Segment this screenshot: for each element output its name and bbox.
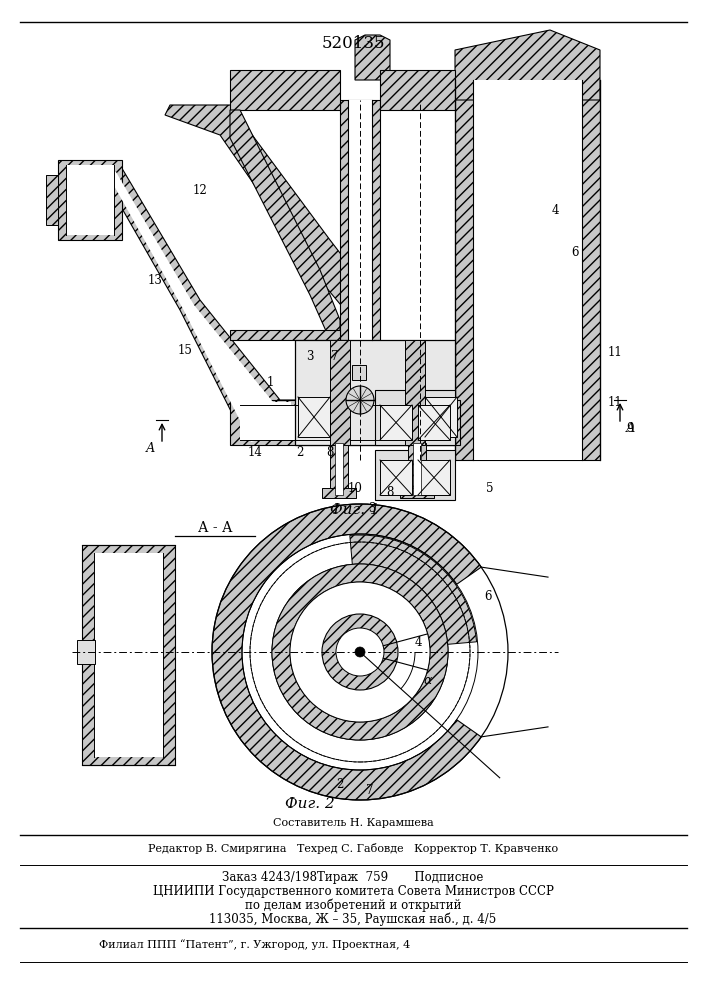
Bar [380,405,412,440]
Text: 3: 3 [368,502,375,516]
Text: 7: 7 [366,784,374,796]
Circle shape [336,628,384,676]
Text: А: А [625,422,635,435]
Bar [77,640,95,664]
Polygon shape [340,100,380,340]
Bar [322,488,356,498]
Text: 8: 8 [386,486,394,498]
Polygon shape [85,165,295,445]
Text: 10: 10 [348,482,363,494]
Circle shape [290,582,430,722]
Text: по делам изобретений и открытий: по делам изобретений и открытий [245,898,461,912]
Wedge shape [350,535,477,652]
Text: 11: 11 [607,395,622,408]
Polygon shape [455,80,600,460]
Text: Редактор В. Смирягина   Техред С. Габовде   Корректор Т. Кравченко: Редактор В. Смирягина Техред С. Габовде … [148,842,558,854]
Bar [380,460,412,495]
Polygon shape [355,35,390,80]
Text: 6: 6 [571,245,579,258]
Bar [418,405,450,440]
Text: А - А: А - А [198,521,233,535]
Text: Фиг. 2: Фиг. 2 [285,797,335,811]
Text: Филиал ППП “Патент”, г. Ужгород, ул. Проектная, 4: Филиал ППП “Патент”, г. Ужгород, ул. Про… [100,940,411,950]
Text: 1: 1 [267,375,274,388]
Text: 9: 9 [626,422,633,434]
Polygon shape [230,400,460,445]
Text: 4: 4 [551,204,559,217]
Text: 2: 2 [296,446,304,458]
Circle shape [322,614,398,690]
Text: 113035, Москва, Ж – 35, Раушская наб., д. 4/5: 113035, Москва, Ж – 35, Раушская наб., д… [209,912,496,926]
Bar [240,405,450,440]
Text: ЦНИИПИ Государственного комитета Совета Министров СССР: ЦНИИПИ Государственного комитета Совета … [153,884,554,898]
Polygon shape [455,30,600,100]
Text: 8: 8 [327,446,334,458]
Text: 6: 6 [484,590,492,603]
Bar [375,450,455,500]
Wedge shape [212,504,481,800]
Bar [66,165,114,235]
Text: α: α [424,674,432,686]
Bar [400,488,434,498]
Polygon shape [46,175,58,225]
Bar [94,553,163,757]
Text: 3: 3 [306,351,314,363]
Polygon shape [58,160,122,240]
Bar [348,100,372,340]
Polygon shape [82,545,175,765]
Bar [352,365,366,380]
Bar [425,397,457,437]
Text: 4: 4 [414,636,422,648]
Text: 520135: 520135 [321,34,385,51]
Polygon shape [93,172,291,442]
Bar [418,460,450,495]
Circle shape [346,386,374,414]
Text: 5: 5 [486,482,493,494]
Bar [473,80,582,460]
Text: 11: 11 [607,346,622,359]
Text: 7: 7 [332,351,339,363]
Bar [405,340,425,445]
Text: 14: 14 [247,446,262,458]
Text: 15: 15 [177,344,192,357]
Circle shape [243,535,477,769]
Bar [330,340,350,445]
Bar [298,397,330,437]
Text: А: А [145,442,155,455]
Text: Заказ 4243/198Тираж  759       Подписное: Заказ 4243/198Тираж 759 Подписное [222,870,484,884]
Bar [375,390,455,445]
Circle shape [272,564,448,740]
Polygon shape [230,70,340,110]
Circle shape [355,647,365,657]
Wedge shape [272,564,448,740]
Text: 2: 2 [337,778,344,792]
Text: Фиг. 1: Фиг. 1 [330,503,380,517]
Polygon shape [165,105,380,340]
Text: 13: 13 [148,273,163,286]
Bar [413,443,421,495]
Bar [335,443,343,495]
Text: 12: 12 [192,184,207,196]
Bar [330,443,348,495]
Polygon shape [230,110,340,340]
Bar [295,340,455,445]
Bar [408,443,426,495]
Polygon shape [230,330,340,340]
Polygon shape [380,70,455,110]
Text: Составитель Н. Карамшева: Составитель Н. Карамшева [273,818,433,828]
